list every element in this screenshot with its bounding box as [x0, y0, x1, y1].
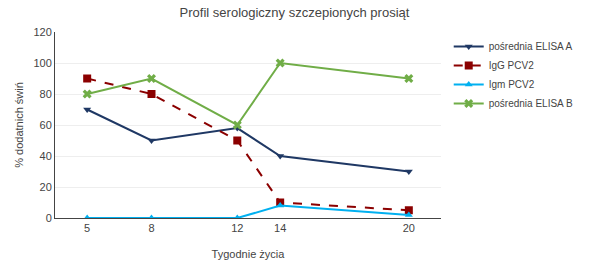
svg-text:5: 5	[84, 222, 90, 234]
svg-text:100: 100	[33, 57, 51, 69]
svg-text:Igm PCV2: Igm PCV2	[489, 79, 535, 90]
svg-text:pośrednia ELISA B: pośrednia ELISA B	[489, 98, 573, 109]
svg-text:8: 8	[148, 222, 154, 234]
svg-text:40: 40	[40, 150, 52, 162]
svg-text:Tygodnie życia: Tygodnie życia	[212, 248, 286, 260]
svg-text:0: 0	[46, 212, 52, 224]
svg-text:IgG PCV2: IgG PCV2	[489, 60, 534, 71]
svg-text:% dodatnich świń: % dodatnich świń	[13, 82, 25, 168]
svg-text:120: 120	[33, 26, 51, 38]
svg-text:60: 60	[40, 119, 52, 131]
svg-text:20: 20	[40, 181, 52, 193]
svg-text:12: 12	[231, 222, 243, 234]
svg-text:Profil serologiczny szczepiony: Profil serologiczny szczepionych prosiąt	[180, 5, 410, 20]
svg-text:pośrednia ELISA A: pośrednia ELISA A	[489, 41, 573, 52]
svg-text:20: 20	[403, 222, 415, 234]
svg-text:80: 80	[40, 88, 52, 100]
svg-text:14: 14	[274, 222, 286, 234]
